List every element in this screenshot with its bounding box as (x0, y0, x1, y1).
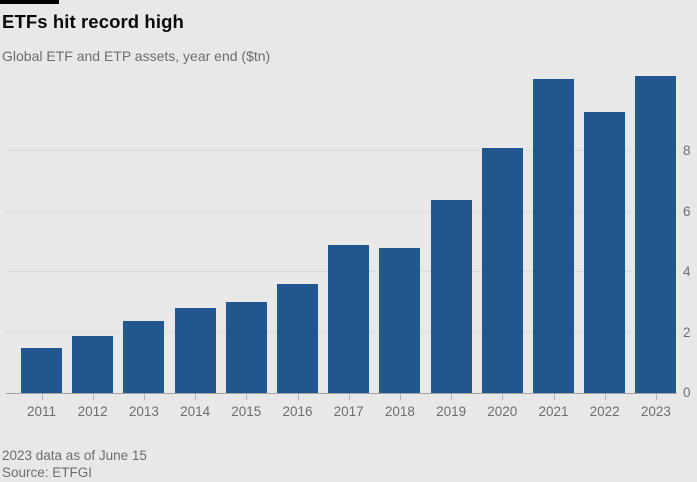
y-axis-label-4: 4 (683, 264, 691, 280)
chart-subtitle: Global ETF and ETP assets, year end ($tn… (2, 48, 271, 64)
gridline-8 (6, 150, 677, 152)
x-axis-label-2022: 2022 (589, 404, 620, 419)
x-tick-2013 (143, 394, 145, 400)
x-tick-2016 (297, 394, 299, 400)
bar-2015 (225, 302, 267, 393)
brand-marker-bar (0, 0, 59, 4)
chart-source: Source: ETFGI (2, 465, 93, 480)
x-tick-2021 (553, 394, 555, 400)
x-axis-label-2012: 2012 (77, 404, 108, 419)
x-axis-label-2021: 2021 (538, 404, 569, 419)
bar-2017 (328, 245, 370, 393)
bar-2019 (430, 200, 472, 393)
y-axis-label-0: 0 (683, 385, 691, 400)
y-axis-label-6: 6 (683, 203, 691, 219)
chart-note: 2023 data as of June 15 (2, 448, 147, 463)
x-tick-2014 (195, 394, 197, 400)
chart-title: ETFs hit record high (2, 11, 184, 32)
bar-chart-plot: 0 2 4 6 8 2011 2012 2013 2014 2015 2016 2017 2018 201… (0, 70, 697, 419)
x-axis-label-2016: 2016 (282, 404, 313, 419)
x-tick-2017 (348, 394, 350, 400)
x-tick-2011 (41, 394, 43, 400)
x-axis-label-2023: 2023 (640, 404, 671, 419)
y-axis-label-8: 8 (683, 143, 691, 159)
bar-2020 (481, 148, 523, 393)
x-axis-label-2018: 2018 (384, 404, 415, 419)
bar-2021 (533, 79, 574, 393)
x-axis-label-2011: 2011 (26, 404, 57, 419)
bar-2012 (72, 336, 114, 393)
gridline-6 (6, 210, 677, 212)
x-axis-label-2019: 2019 (436, 404, 467, 419)
bar-2023 (635, 76, 677, 393)
x-axis-label-2014: 2014 (180, 404, 211, 419)
bar-2011 (21, 348, 62, 393)
x-tick-2022 (604, 394, 606, 400)
x-tick-2019 (451, 394, 453, 400)
bar-2014 (174, 308, 216, 393)
bar-2022 (584, 112, 626, 393)
x-axis-label-2015: 2015 (231, 404, 262, 419)
x-axis-label-2013: 2013 (128, 404, 159, 419)
x-tick-2020 (502, 394, 504, 400)
x-axis-label-2017: 2017 (333, 404, 364, 419)
bar-2016 (277, 284, 318, 393)
y-axis-label-2: 2 (683, 324, 691, 340)
x-tick-2015 (246, 394, 248, 400)
x-axis-line (6, 393, 677, 394)
x-tick-2012 (92, 394, 94, 400)
bar-2018 (379, 248, 421, 393)
x-axis-label-2020: 2020 (487, 404, 518, 419)
bar-2013 (123, 321, 165, 393)
x-tick-2023 (655, 394, 657, 400)
x-tick-2018 (399, 394, 401, 400)
chart-footer: 2023 data as of June 15 Source: ETFGI (2, 447, 147, 481)
